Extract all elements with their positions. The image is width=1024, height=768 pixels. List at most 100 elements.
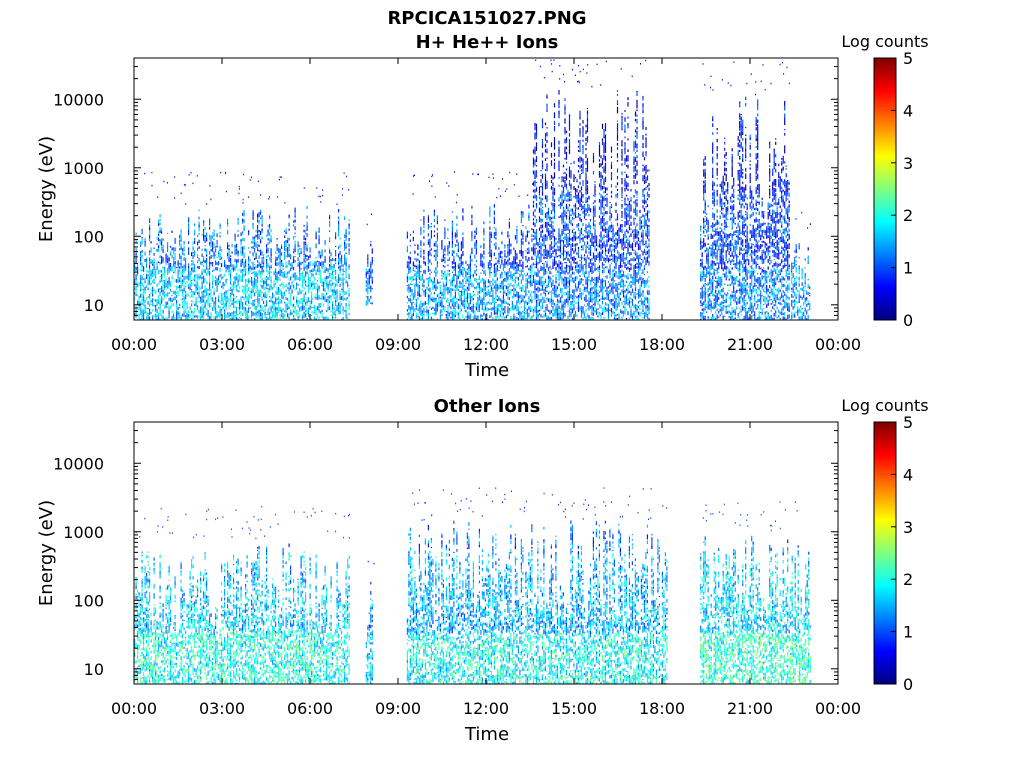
spectrogram-cell bbox=[561, 315, 563, 318]
spectrogram-cell bbox=[466, 315, 468, 319]
spectrogram-cell bbox=[287, 249, 289, 253]
spectrogram-cell bbox=[499, 310, 501, 313]
spectrogram-cell bbox=[144, 253, 146, 256]
spectrogram-cell bbox=[260, 289, 262, 293]
spectrogram-cell bbox=[278, 296, 280, 301]
spectrogram-cell bbox=[321, 285, 323, 287]
spectrogram-cell bbox=[176, 294, 178, 298]
spectrogram-cell bbox=[535, 186, 538, 188]
spectrogram-cell bbox=[234, 276, 236, 278]
spectrogram-cell bbox=[225, 300, 227, 303]
spectrogram-cell bbox=[430, 307, 432, 309]
spectrogram-cell bbox=[561, 318, 563, 320]
spectrogram-cell bbox=[252, 280, 254, 284]
spectrogram-cell bbox=[221, 295, 223, 297]
spectrogram-cell bbox=[442, 251, 444, 255]
spectrogram-cell bbox=[315, 243, 317, 245]
spectrogram-cell bbox=[338, 262, 340, 265]
spectrogram-cell bbox=[230, 313, 232, 317]
spectrogram-cell bbox=[544, 306, 547, 309]
spectrogram-cell bbox=[423, 236, 425, 239]
spectrogram-cell bbox=[326, 316, 328, 320]
spectrogram-cell bbox=[522, 294, 524, 298]
spectrogram-cell bbox=[141, 297, 143, 300]
spectrogram-cell bbox=[546, 132, 548, 135]
spectrogram-cell bbox=[469, 292, 471, 294]
spectrogram-cell bbox=[451, 301, 453, 304]
spectrogram-cell bbox=[447, 247, 449, 250]
spectrogram-cell bbox=[543, 269, 545, 274]
spectrogram-cell bbox=[305, 284, 307, 287]
spectrogram-cell bbox=[481, 263, 483, 268]
spectrogram-cell bbox=[213, 291, 215, 296]
spectrogram-cell bbox=[526, 302, 528, 305]
spectrogram-cell bbox=[499, 251, 501, 255]
spectrogram-cell bbox=[176, 291, 178, 294]
spectrogram-cell bbox=[517, 282, 519, 285]
spectrogram-cell bbox=[255, 244, 257, 248]
spectrogram-cell bbox=[562, 176, 565, 180]
spectrogram-cell bbox=[532, 262, 535, 265]
spectrogram-cell bbox=[234, 311, 236, 314]
spectrogram-cell bbox=[531, 263, 533, 268]
spectrogram-cell bbox=[348, 231, 350, 235]
spectrogram-cell bbox=[171, 317, 173, 320]
spectrogram-cell bbox=[552, 262, 554, 266]
spectrogram-cell bbox=[228, 248, 230, 250]
spectrogram-cell bbox=[269, 227, 271, 230]
spectrogram-cell bbox=[177, 275, 179, 279]
spectrogram-cell bbox=[228, 244, 230, 247]
spectrogram-cell bbox=[321, 280, 323, 284]
spectrogram-cell bbox=[429, 294, 431, 296]
spectrogram-cell bbox=[138, 318, 140, 320]
spectrogram-cell bbox=[335, 254, 337, 257]
spectrogram-cell bbox=[516, 238, 518, 242]
spectrogram-cell bbox=[135, 251, 137, 254]
spectrogram-cell bbox=[324, 280, 326, 285]
spectrogram-cell bbox=[269, 287, 271, 290]
spectrogram-cell bbox=[544, 221, 547, 225]
spectrogram-cell bbox=[318, 285, 320, 289]
spectrogram-cell bbox=[555, 277, 557, 281]
spectrogram-cell bbox=[194, 303, 196, 306]
spectrogram-cell bbox=[459, 295, 461, 299]
spectrogram-cell bbox=[546, 151, 548, 154]
spectrogram-cell bbox=[263, 264, 265, 268]
spectrogram-cell bbox=[258, 298, 260, 302]
spectrogram-cell bbox=[203, 256, 205, 260]
spectrogram-cell bbox=[269, 316, 271, 319]
spectrogram-cell bbox=[315, 307, 317, 311]
spectrogram-cell bbox=[445, 311, 447, 313]
spectrogram-cell bbox=[203, 237, 205, 241]
spectrogram-cell bbox=[294, 261, 296, 263]
spectrogram-cell bbox=[490, 241, 492, 243]
spectrogram-cell bbox=[297, 244, 299, 248]
spectrogram-cell bbox=[345, 243, 347, 247]
spectrogram-cell bbox=[540, 305, 542, 309]
spectrogram-cell bbox=[149, 281, 151, 285]
spectrogram-cell bbox=[152, 315, 154, 318]
spectrogram-cell bbox=[537, 250, 539, 254]
spectrogram-cell bbox=[332, 313, 334, 317]
spectrogram-cell bbox=[498, 257, 500, 260]
spectrogram-cell bbox=[215, 310, 217, 314]
spectrogram-cell bbox=[519, 273, 521, 276]
spectrogram-cell bbox=[534, 189, 536, 193]
spectrogram-cell bbox=[474, 278, 476, 282]
spectrogram-cell bbox=[270, 261, 272, 263]
spectrogram-cell bbox=[532, 189, 535, 193]
spectrogram-cell bbox=[306, 224, 308, 226]
spectrogram-cell bbox=[197, 281, 199, 286]
spectrogram-cell bbox=[338, 302, 340, 306]
spectrogram-cell bbox=[537, 253, 539, 256]
spectrogram-cell bbox=[201, 262, 203, 264]
spectrogram-cell bbox=[285, 231, 287, 234]
spectrogram-cell bbox=[330, 259, 332, 262]
spectrogram-cell bbox=[183, 280, 185, 284]
spectrogram-cell bbox=[255, 298, 257, 300]
spectrogram-sparse-count bbox=[478, 173, 479, 176]
spectrogram-cell bbox=[456, 281, 458, 285]
spectrogram-cell bbox=[210, 303, 212, 305]
spectrogram-cell bbox=[439, 314, 441, 316]
spectrogram-cell bbox=[306, 304, 308, 307]
